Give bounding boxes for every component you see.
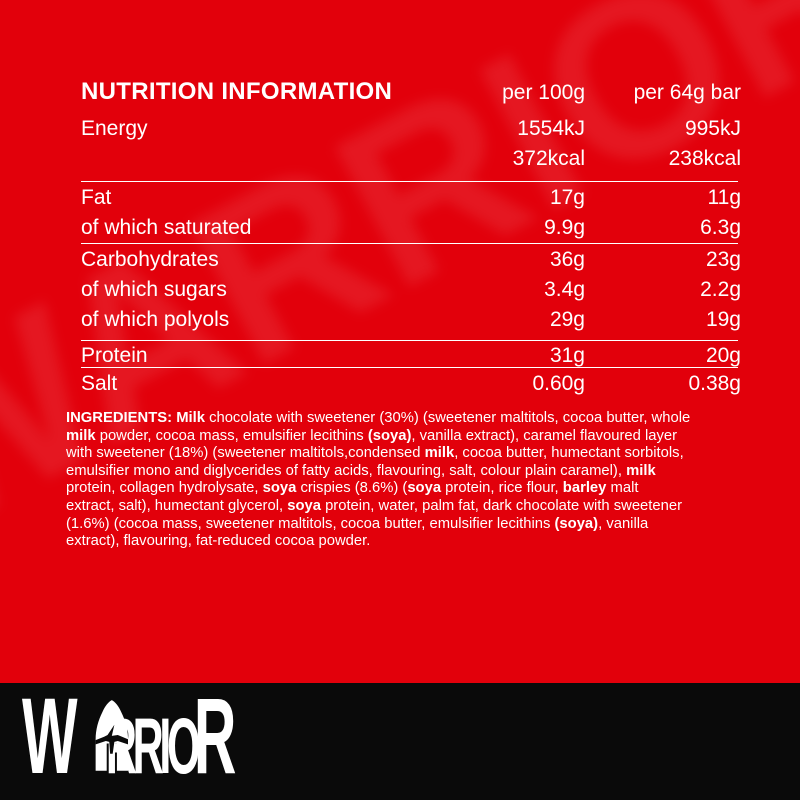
svg-text:WARRIOR: WARRIOR <box>22 693 236 788</box>
